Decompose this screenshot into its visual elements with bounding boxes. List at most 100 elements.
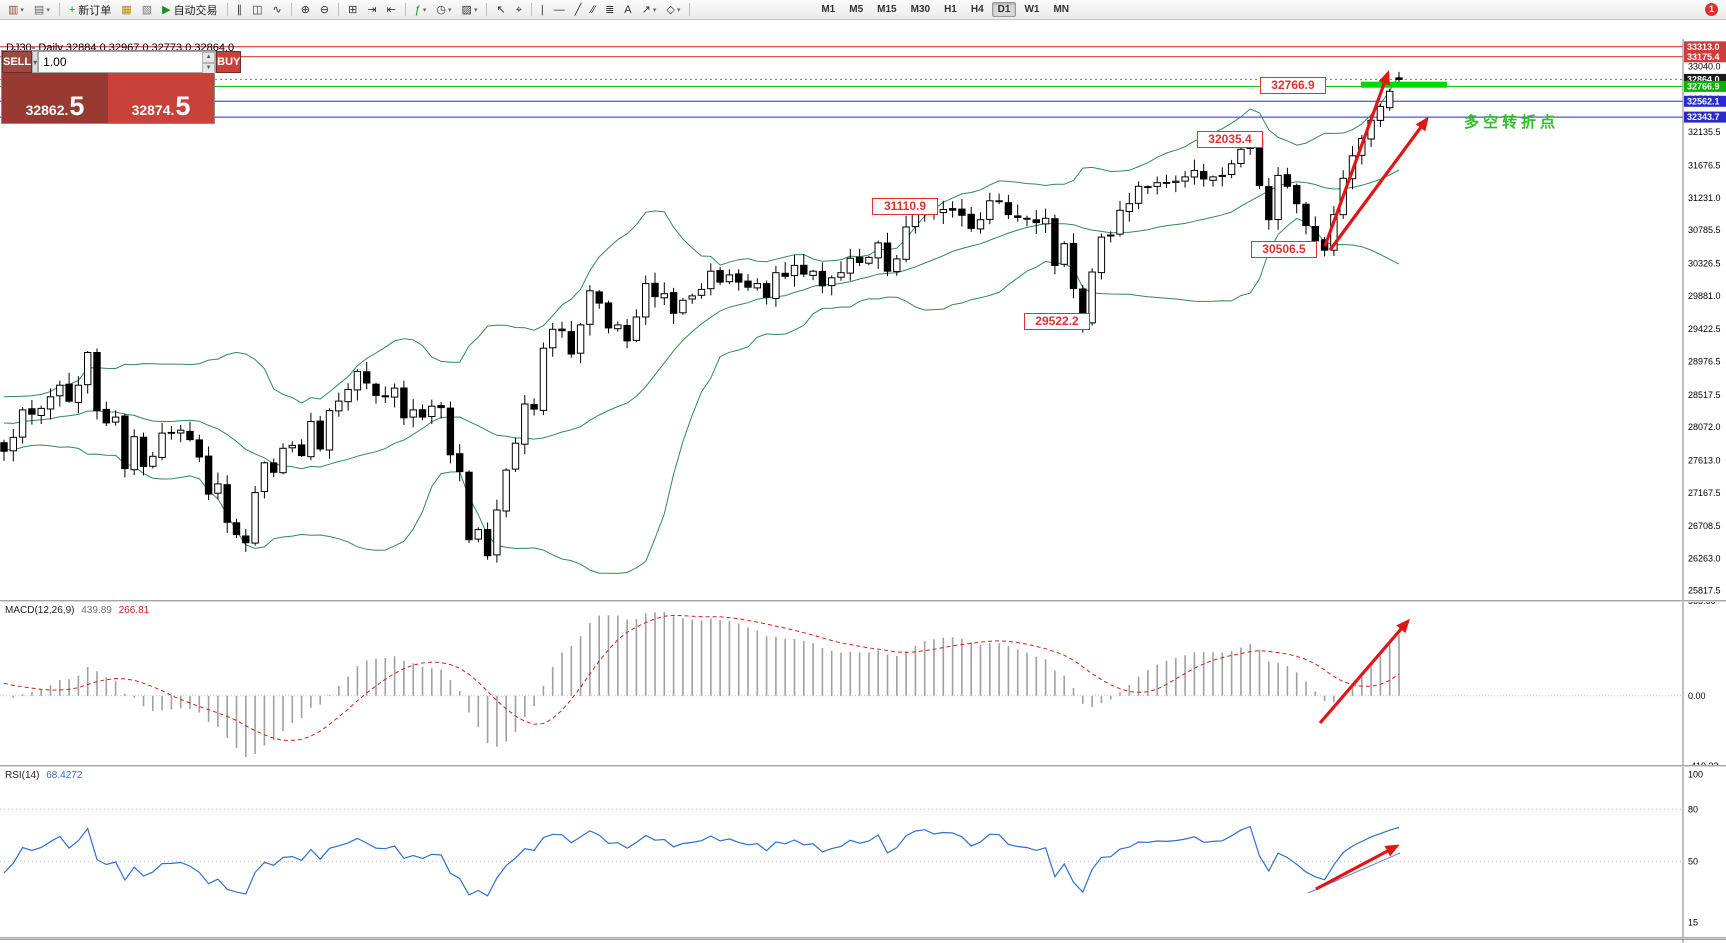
periods-icon: ◷ — [436, 3, 447, 16]
cursor-button[interactable]: ↖ — [492, 2, 509, 18]
price-callout[interactable]: 30506.5 — [1251, 241, 1317, 259]
horizontal-line-icon: — — [553, 3, 565, 16]
autotrading-button[interactable]: ▶ 自动交易 — [158, 2, 221, 18]
lot-preset-dropdown[interactable]: ▾ — [32, 51, 39, 73]
pane-divider[interactable] — [0, 937, 1726, 939]
candles — [0, 71, 1403, 563]
trend-arrow[interactable] — [1328, 116, 1429, 251]
toolbar-separator — [404, 3, 406, 16]
market-watch-button[interactable]: ▦ — [117, 2, 135, 18]
price-callout[interactable]: 31110.9 — [872, 197, 938, 215]
svg-text:33175.4: 33175.4 — [1687, 52, 1720, 62]
lot-size-input[interactable] — [39, 52, 203, 72]
buy-button[interactable]: BUY — [216, 51, 242, 73]
new-chart-button[interactable]: ▥ ▾ — [4, 2, 28, 18]
trend-arrow[interactable] — [1323, 70, 1390, 247]
macd-axis[interactable]: 565.66 0.00 -419.33 — [1682, 602, 1719, 765]
zoom-out-button[interactable]: ⊖ — [316, 2, 333, 18]
dropdown-arrow-icon[interactable]: ▾ — [652, 6, 657, 14]
trend-arrow[interactable] — [1315, 844, 1400, 891]
price-callout[interactable]: 29522.2 — [1024, 312, 1090, 330]
chart-candles-button[interactable]: ◫ — [248, 2, 266, 18]
templates-icon: ▨ — [461, 3, 472, 16]
dropdown-arrow-icon[interactable]: ▾ — [448, 6, 452, 14]
periods-button[interactable]: ◷ ▾ — [432, 2, 455, 18]
crosshair-button[interactable]: ⌖ — [512, 2, 526, 18]
notification-badge[interactable]: 1 — [1705, 3, 1718, 16]
new-order-icon: + — [68, 3, 76, 16]
indicators-button[interactable]: ƒ ▾ — [411, 2, 431, 18]
price-axis[interactable]: 33040.032590.032135.531676.531231.030785… — [1682, 39, 1726, 600]
lot-increase-button[interactable]: ▲ — [202, 52, 216, 63]
channel-button[interactable]: ∕∕ — [587, 2, 599, 18]
timeframe-h4-button[interactable]: H4 — [970, 4, 984, 15]
profiles-button[interactable]: ▤ ▾ — [30, 2, 54, 18]
turning-point-text[interactable]: 多空转折点 — [1464, 114, 1560, 131]
dropdown-arrow-icon[interactable]: ▾ — [676, 6, 681, 14]
trend-arrow[interactable] — [1318, 618, 1410, 725]
svg-text:33313.0: 33313.0 — [1687, 42, 1720, 52]
dropdown-arrow-icon[interactable]: ▾ — [20, 6, 24, 14]
rsi-axis[interactable]: 100 80 50 15 — [1682, 767, 1703, 937]
svg-text:31231.0: 31231.0 — [1688, 193, 1721, 203]
price-callout[interactable]: 32035.4 — [1197, 130, 1263, 148]
tile-windows-icon: ⊞ — [348, 3, 358, 16]
svg-text:100: 100 — [1688, 770, 1703, 780]
dropdown-arrow-icon[interactable]: ▾ — [46, 6, 50, 14]
auto-scroll-icon: ⇥ — [367, 3, 377, 16]
toolbar-separator — [290, 3, 292, 16]
shapes-button[interactable]: ◇ ▾ — [662, 2, 684, 18]
chart-line-button[interactable]: ∿ — [268, 2, 285, 18]
timeframe-d1-button[interactable]: D1 — [991, 2, 1017, 17]
dropdown-arrow-icon[interactable]: ▾ — [422, 6, 427, 14]
svg-text:28976.5: 28976.5 — [1688, 357, 1721, 367]
timeframe-mn-button[interactable]: MN — [1053, 4, 1070, 15]
price-pane[interactable]: 33040.032590.032135.531676.531231.030785… — [0, 39, 1726, 600]
text-label-button[interactable]: A — [620, 2, 635, 18]
timeframe-group: M1 M5 M15 M30 H1 H4 D1 W1 MN — [814, 2, 1076, 17]
chart-shift-button[interactable]: ⇤ — [383, 2, 400, 18]
timeframe-m15-button[interactable]: M15 — [877, 4, 897, 15]
support-zone-line[interactable] — [1361, 81, 1447, 88]
timeframe-m1-button[interactable]: M1 — [821, 4, 836, 15]
pane-divider[interactable] — [0, 600, 1726, 602]
timeframe-h1-button[interactable]: H1 — [944, 4, 957, 15]
pane-divider[interactable] — [0, 765, 1726, 767]
trendline-button[interactable]: ╱ — [571, 2, 586, 18]
macd-signal-line — [3, 614, 1400, 741]
rsi-value: 68.4272 — [46, 770, 83, 781]
chart-bars-button[interactable]: ∥ — [233, 2, 247, 18]
timeframe-w1-button[interactable]: W1 — [1024, 4, 1040, 15]
price-callout[interactable]: 32766.9 — [1260, 77, 1326, 95]
macd-pane[interactable]: 565.66 0.00 -419.33 — [0, 602, 1726, 765]
svg-text:32864.0: 32864.0 — [1687, 74, 1720, 84]
terminal-button[interactable]: ▧ — [138, 2, 156, 18]
rsi-line — [3, 825, 1400, 897]
sell-price-panel[interactable]: 32862. 5 — [2, 73, 108, 123]
toolbar: ▥ ▾ ▤ ▾ + 新订单 ▦ ▧ ▶ 自动交易 ∥ ◫ ∿ ⊕ ⊖ ⊞ ⇥ ⇤ ƒ ▾ ◷ ▾ ▨ ▾ ↖ ⌖ | — ╱ ∕∕ ≣ A ↗ ▾… — [0, 0, 1726, 20]
arrows-button[interactable]: ↗ ▾ — [638, 2, 661, 18]
indicators-icon: ƒ — [414, 3, 421, 16]
timeframe-m30-button[interactable]: M30 — [910, 4, 931, 15]
lot-spinner: ▲ ▼ — [202, 52, 216, 74]
tile-windows-button[interactable]: ⊞ — [344, 2, 361, 18]
fibonacci-button[interactable]: ≣ — [601, 2, 618, 18]
new-order-button[interactable]: + 新订单 — [65, 2, 115, 18]
crosshair-icon: ⌖ — [515, 3, 522, 16]
timeframe-m5-button[interactable]: M5 — [849, 4, 864, 15]
dropdown-arrow-icon[interactable]: ▾ — [473, 6, 478, 14]
chart-bars-icon: ∥ — [236, 3, 243, 16]
sell-button[interactable]: SELL — [2, 51, 33, 73]
buy-price-panel[interactable]: 32874. 5 — [108, 73, 214, 123]
rsi-pane[interactable]: 100 80 50 15 — [0, 767, 1726, 937]
time-axis[interactable]: 19 Aug 202028 Aug 20207 Sep 202016 Sep 2… — [0, 939, 1726, 943]
vertical-line-button[interactable]: | — [537, 2, 548, 18]
auto-scroll-button[interactable]: ⇥ — [363, 2, 380, 18]
chart-candles-icon: ◫ — [252, 3, 263, 16]
toolbar-separator — [486, 3, 488, 16]
svg-text:15: 15 — [1688, 917, 1698, 927]
templates-button[interactable]: ▨ ▾ — [458, 2, 482, 18]
horizontal-line-button[interactable]: — — [550, 2, 569, 18]
zoom-in-button[interactable]: ⊕ — [297, 2, 314, 18]
